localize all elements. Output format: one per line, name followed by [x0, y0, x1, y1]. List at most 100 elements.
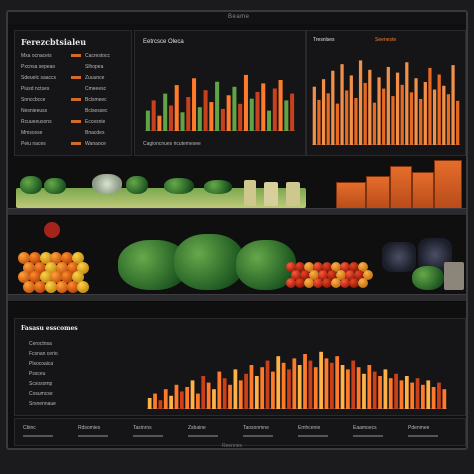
- summary-row-marker: [71, 54, 81, 57]
- summary-row-marker: [71, 120, 81, 123]
- forecast-chart-bar: [442, 389, 447, 409]
- trend-chart-bar: [456, 100, 460, 145]
- trend-chart-bar: [414, 78, 418, 145]
- broccoli-icon: [126, 176, 148, 194]
- summary-row-label: Peiu naces: [21, 141, 46, 147]
- trend-chart-bar: [368, 69, 372, 145]
- orange-crate-icon: [390, 166, 412, 210]
- summary-row-label: Mxa ocnaceis: [21, 53, 52, 59]
- trend-chart-bar: [331, 70, 335, 145]
- forecast-row-label: Ceroctnsa: [29, 341, 52, 347]
- trend-chart-bar: [312, 86, 316, 145]
- trend-chart-bar: [405, 62, 409, 145]
- forecast-panel: Fasasu esscomes Ceroctnsa Fcsnan cerio Pls…: [14, 318, 466, 416]
- orange-icon: [45, 261, 57, 274]
- bar-chart-bar: [272, 88, 277, 131]
- forecast-chart-bar: [147, 398, 152, 409]
- summary-row-label: Sdeuelc saaccs: [21, 75, 57, 81]
- forecast-chart-bar: [158, 400, 163, 409]
- forecast-chart-bar: [233, 369, 238, 409]
- forecast-chart-bar: [319, 351, 323, 409]
- forecast-chart-bar: [217, 371, 222, 409]
- trend-chart-bar: [354, 98, 358, 145]
- category-label[interactable]: Rdsomies: [78, 425, 101, 431]
- tomato-icon: [299, 270, 310, 280]
- summary-row-value: Slhopea: [85, 64, 104, 70]
- forecast-chart-bar: [153, 393, 157, 409]
- tomato-icon: [331, 262, 341, 272]
- forecast-chart-bar: [254, 376, 259, 409]
- broccoli-icon: [164, 178, 194, 194]
- produce-shelf-middle: [14, 218, 464, 294]
- forecast-chart-bar: [190, 380, 195, 409]
- tomato-icon: [331, 278, 341, 288]
- forecast-chart-bar: [244, 373, 248, 409]
- forecast-chart-bar: [410, 382, 415, 409]
- bar-chart-bar: [290, 93, 295, 131]
- category-label[interactable]: Tasinrns: [133, 425, 152, 431]
- tomato-icon: [358, 278, 368, 288]
- orange-icon: [61, 271, 74, 284]
- bar-chart-footer: Cagioncnues ricutemesee: [143, 141, 201, 147]
- broccoli-icon: [204, 180, 232, 194]
- tomato-icon: [295, 278, 305, 288]
- forecast-chart-bar: [212, 389, 216, 409]
- forecast-chart-bar: [437, 382, 441, 409]
- tomato-icon: [353, 270, 364, 280]
- tomato-icon: [308, 270, 319, 280]
- window-title-bar: Beame: [8, 12, 466, 24]
- tomato-icon: [286, 262, 296, 272]
- trend-chart-bar: [358, 60, 363, 145]
- footer-text: Reennes: [222, 443, 243, 449]
- forecast-chart-bar: [238, 380, 243, 409]
- category-underline: [133, 435, 163, 437]
- tomato-icon: [362, 270, 373, 280]
- summary-row-label: Nesnieeuss: [21, 108, 48, 114]
- tomato-icon: [340, 262, 350, 272]
- category-underline: [188, 435, 218, 437]
- bar-chart-bar: [197, 107, 202, 131]
- summary-row-value: Bnacdes: [85, 130, 105, 136]
- bar-chart-svg: [145, 74, 295, 131]
- summary-row-value: Bclsmeec: [85, 97, 107, 103]
- orange-icon: [77, 280, 90, 293]
- trend-chart-bar: [409, 92, 414, 145]
- category-label[interactable]: Pdenmee: [408, 425, 430, 431]
- forecast-chart-bar: [249, 365, 254, 409]
- tomato-icon: [349, 262, 359, 272]
- category-label[interactable]: Zsbaine: [188, 425, 206, 431]
- shelf-divider: [8, 294, 466, 302]
- forecast-chart-bar: [222, 378, 227, 409]
- forecast-chart-bar: [329, 362, 334, 409]
- forecast-chart-bar: [185, 387, 190, 409]
- category-label[interactable]: Eaamoecs: [353, 425, 377, 431]
- orange-crate-icon: [336, 182, 366, 210]
- category-underline: [408, 435, 438, 437]
- box-icon: [444, 262, 464, 290]
- bottle-icon: [264, 182, 278, 206]
- forecast-chart-bar: [431, 387, 436, 409]
- forecast-chart-bar: [276, 356, 281, 409]
- trend-chart-bar: [428, 67, 432, 145]
- category-label[interactable]: Emhcenie: [298, 425, 321, 431]
- bar-chart-bar: [192, 78, 197, 131]
- forecast-chart-bar: [201, 376, 206, 409]
- forecast-row-label: Scsosomp: [29, 381, 53, 387]
- category-label[interactable]: Cbinc: [23, 425, 36, 431]
- trend-chart-bar: [386, 66, 390, 145]
- forecast-chart-bar: [346, 369, 350, 409]
- orange-icon: [72, 252, 84, 264]
- category-label[interactable]: Taosonmne: [243, 425, 269, 431]
- orange-icon: [34, 261, 47, 274]
- herbs-icon: [412, 266, 444, 290]
- trend-chart-bar: [419, 98, 423, 145]
- tomato-icon: [313, 278, 323, 288]
- category-underline: [78, 435, 108, 437]
- orange-icon: [61, 252, 74, 264]
- tomato-icon: [326, 270, 337, 280]
- summary-row-marker: [71, 142, 81, 145]
- trend-chart-bar: [363, 82, 367, 145]
- greens-tray: [16, 188, 306, 208]
- broccoli-icon: [20, 176, 42, 194]
- bar-chart-bar: [226, 95, 231, 131]
